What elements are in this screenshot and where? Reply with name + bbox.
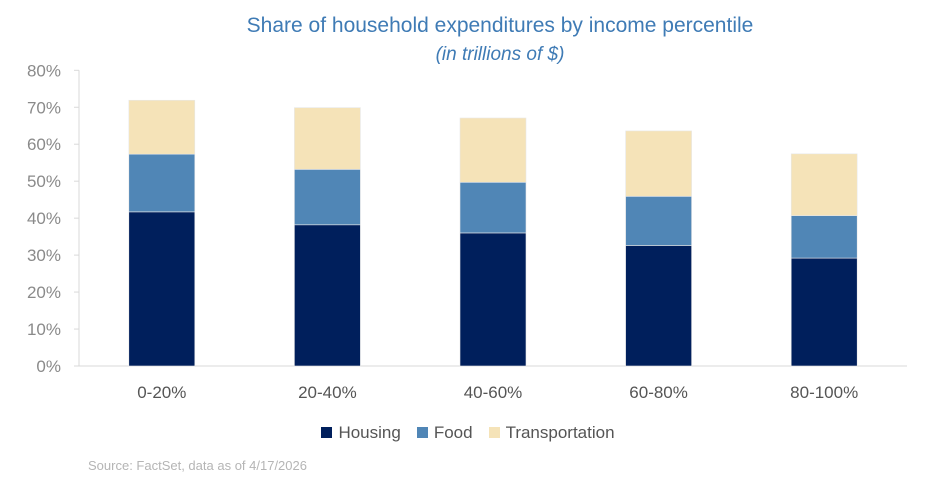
bar-housing-40-60% <box>459 232 527 367</box>
y-tick-label: 70% <box>27 98 61 117</box>
legend-swatch <box>321 427 333 438</box>
bar-food-20-40% <box>294 169 361 226</box>
x-tick-label: 20-40% <box>298 383 357 402</box>
bar-food-40-60% <box>459 181 527 234</box>
x-tick-label: 40-60% <box>464 383 523 402</box>
x-tick-label: 60-80% <box>629 383 688 402</box>
bar-food-80-100% <box>790 215 858 259</box>
chart-title: Share of household expenditures by incom… <box>246 14 754 37</box>
x-tick-label: 80-100% <box>790 383 858 402</box>
y-tick-label: 50% <box>27 172 61 191</box>
y-tick-label: 20% <box>27 283 61 302</box>
y-tick-label: 80% <box>27 61 61 80</box>
legend-item-housing: Housing <box>321 423 401 443</box>
x-tick-label: 0-20% <box>137 383 186 402</box>
legend-swatch <box>416 427 428 438</box>
bar-housing-0-20% <box>128 211 196 367</box>
y-tick-label: 0% <box>36 357 61 376</box>
bar-housing-60-80% <box>625 245 692 367</box>
legend-item-transportation: Transportation <box>488 423 615 443</box>
legend-label: Housing <box>338 423 401 442</box>
y-tick-label: 60% <box>27 135 61 154</box>
y-tick-label: 30% <box>27 246 61 265</box>
bar-housing-80-100% <box>790 257 858 367</box>
legend-item-food: Food <box>416 423 473 443</box>
bar-housing-20-40% <box>294 224 361 367</box>
bar-transportation-60-80% <box>625 130 692 197</box>
bar-transportation-80-100% <box>790 153 858 216</box>
bar-food-60-80% <box>625 196 692 246</box>
bar-transportation-40-60% <box>459 117 527 183</box>
bar-food-0-20% <box>128 153 196 213</box>
legend-swatch <box>488 427 500 438</box>
y-tick-label: 10% <box>27 320 61 339</box>
legend: Housing Food Transportation <box>0 423 936 443</box>
chart-subtitle: (in trillions of $) <box>435 44 565 65</box>
y-tick-label: 40% <box>27 209 61 228</box>
source-note: Source: FactSet, data as of 4/17/2026 <box>88 458 307 473</box>
legend-label: Transportation <box>505 423 615 442</box>
bar-transportation-0-20% <box>128 99 196 155</box>
legend-label: Food <box>433 423 473 442</box>
bar-transportation-20-40% <box>294 107 361 170</box>
